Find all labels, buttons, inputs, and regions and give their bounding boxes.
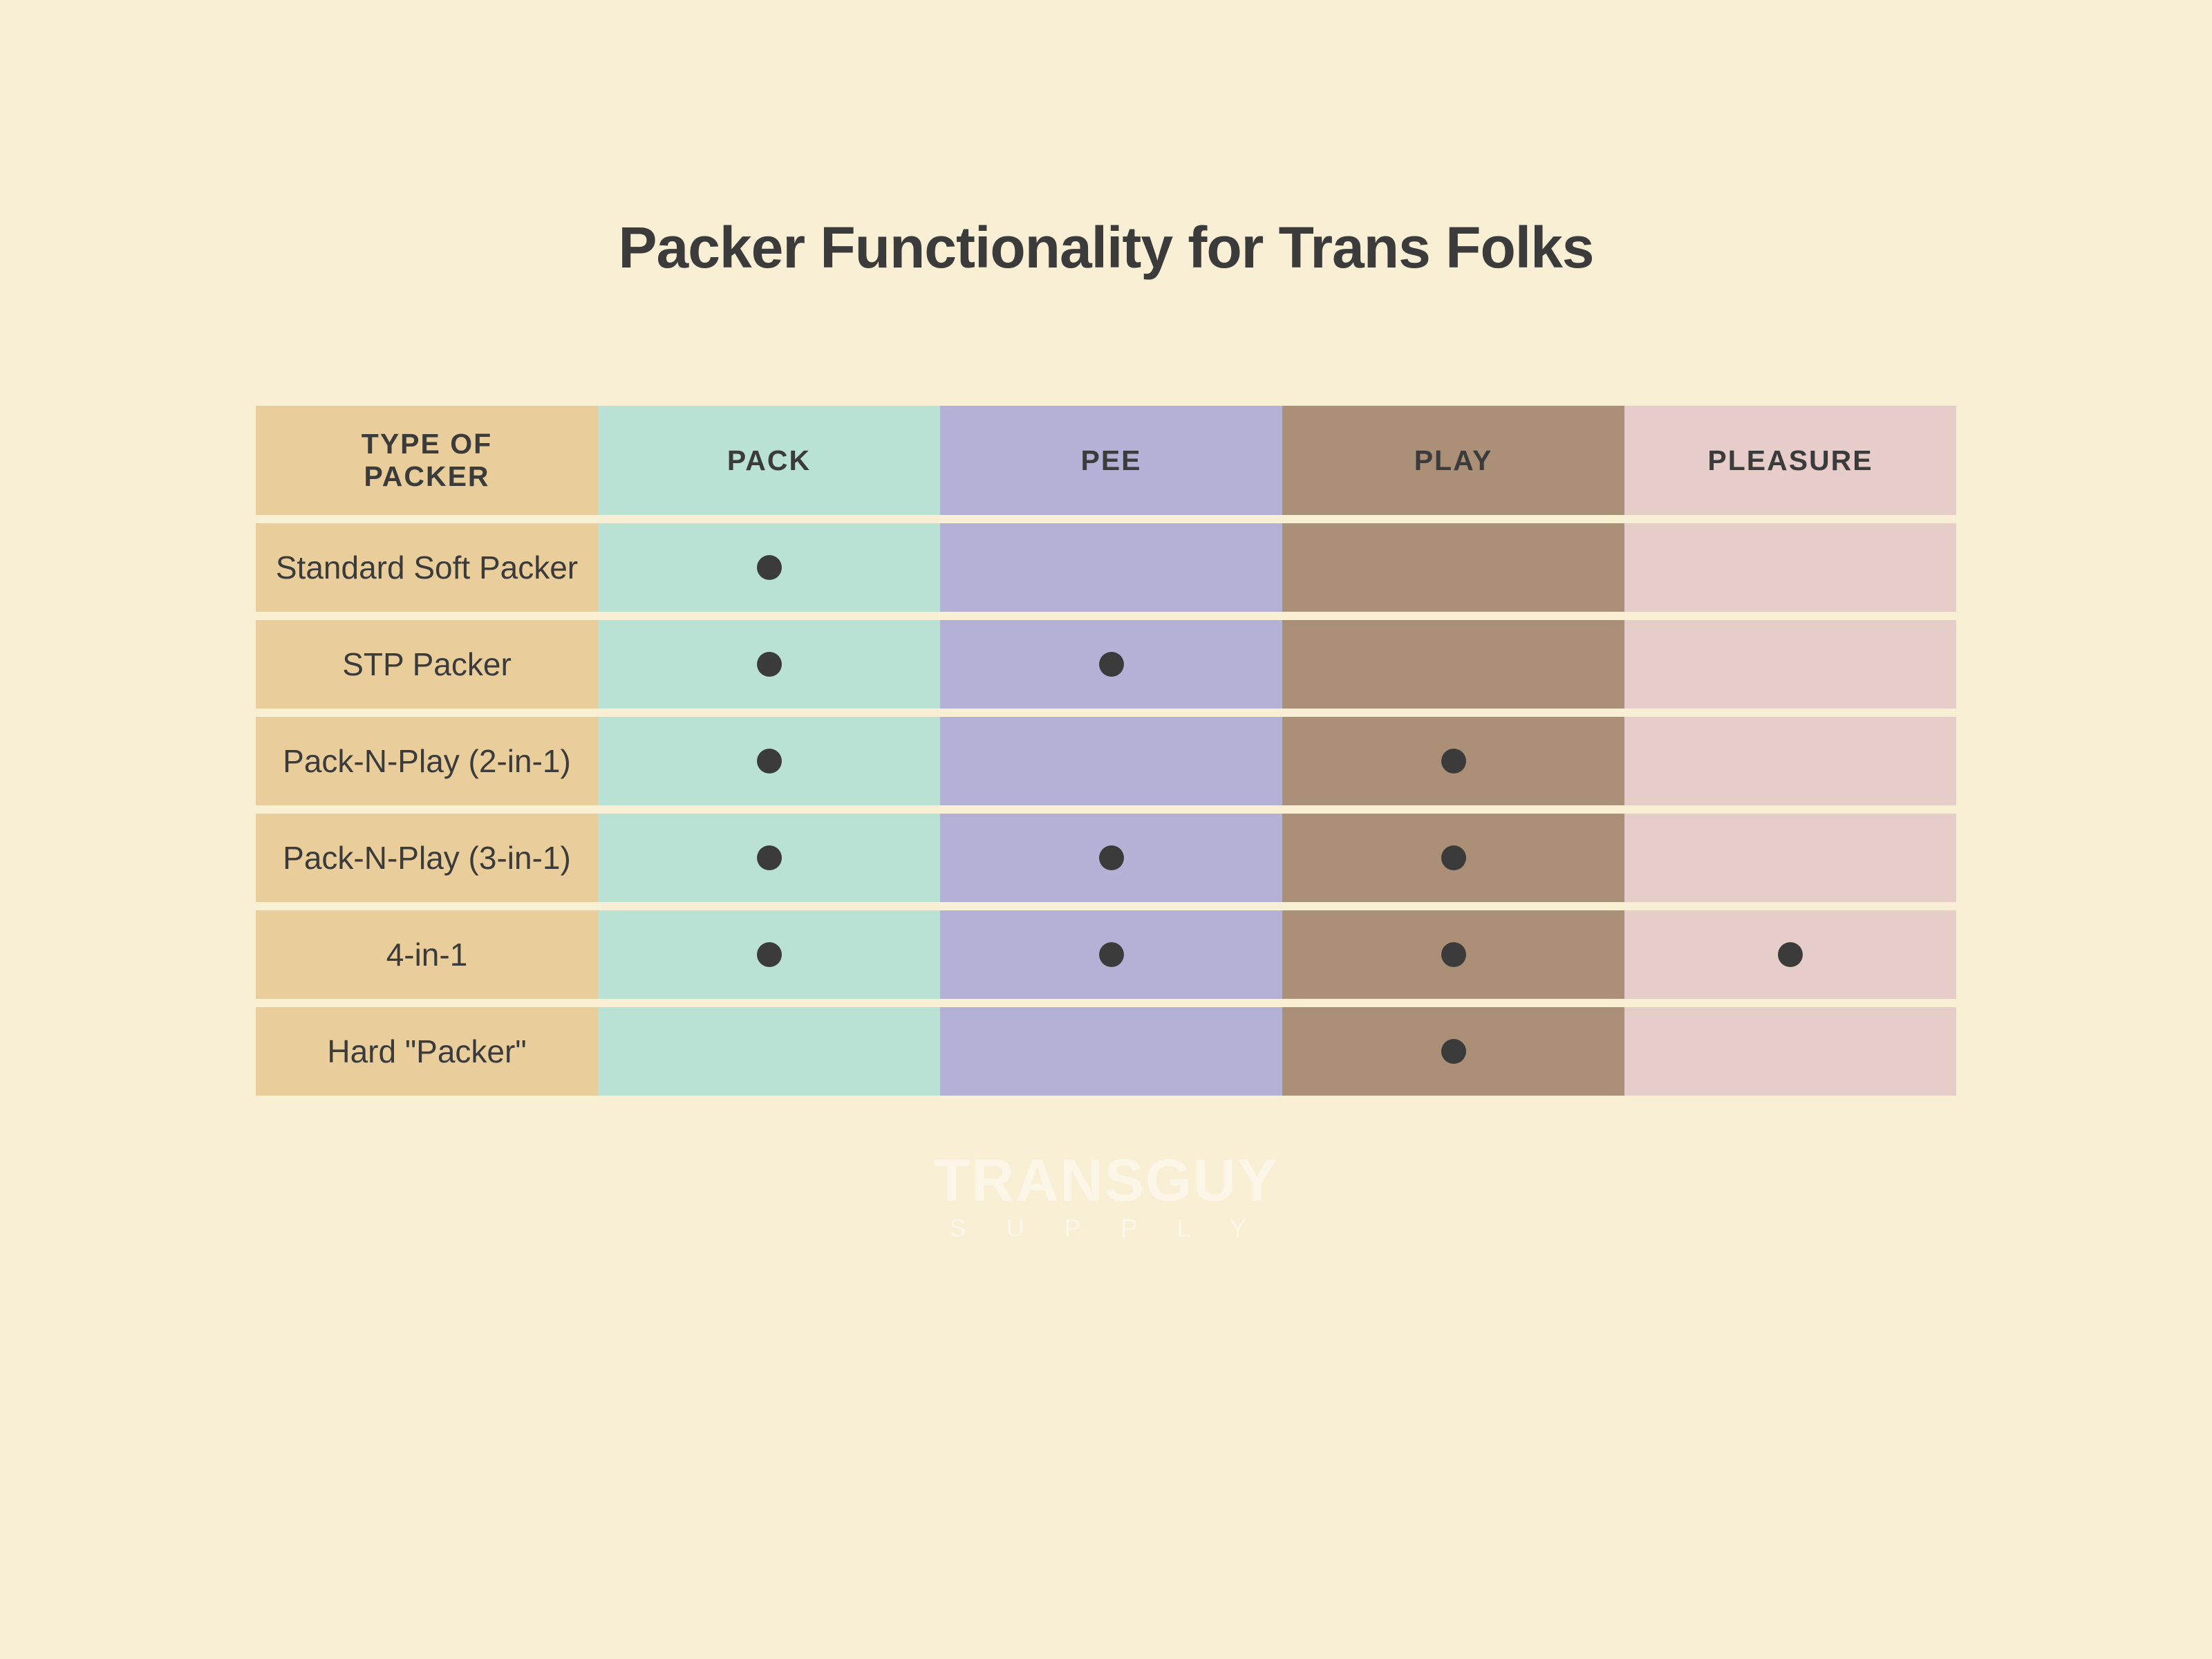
brand-logo-main: TRANSGUY	[934, 1151, 1279, 1210]
cell-pee	[940, 620, 1282, 709]
header-type: TYPE OFPACKER	[256, 406, 598, 515]
cell-pleasure	[1624, 523, 1956, 612]
row-label: Pack-N-Play (3-in-1)	[283, 839, 571, 877]
page-title: Packer Functionality for Trans Folks	[618, 214, 1593, 281]
table-row: Pack-N-Play (2-in-1)	[256, 717, 1956, 805]
infographic-canvas: Packer Functionality for Trans Folks TYP…	[0, 0, 2212, 1659]
row-label: Standard Soft Packer	[276, 549, 578, 586]
table-row: STP Packer	[256, 620, 1956, 709]
cell-pack	[598, 910, 940, 999]
cell-pack	[598, 814, 940, 902]
cell-pee	[940, 1007, 1282, 1096]
cell-play	[1282, 620, 1624, 709]
dot-icon	[757, 555, 782, 580]
cell-pack	[598, 717, 940, 805]
cell-play	[1282, 910, 1624, 999]
dot-icon	[1441, 942, 1466, 967]
table-row: Standard Soft Packer	[256, 523, 1956, 612]
header-play: PLAY	[1282, 406, 1624, 515]
dot-icon	[757, 942, 782, 967]
dot-icon	[1099, 845, 1124, 870]
row-label: STP Packer	[342, 646, 512, 683]
dot-icon	[757, 845, 782, 870]
dot-icon	[1441, 1039, 1466, 1064]
cell-play	[1282, 523, 1624, 612]
functionality-table: TYPE OFPACKER PACK PEE PLAY PLEASURE Sta…	[256, 406, 1956, 1096]
dot-icon	[757, 749, 782, 774]
cell-type: 4-in-1	[256, 910, 598, 999]
dot-icon	[1099, 942, 1124, 967]
cell-pack	[598, 1007, 940, 1096]
cell-pleasure	[1624, 717, 1956, 805]
cell-pack	[598, 620, 940, 709]
cell-pee	[940, 717, 1282, 805]
table-row: Hard "Packer"	[256, 1007, 1956, 1096]
cell-pee	[940, 814, 1282, 902]
dot-icon	[1778, 942, 1803, 967]
cell-pee	[940, 910, 1282, 999]
cell-pleasure	[1624, 620, 1956, 709]
table-header-row: TYPE OFPACKER PACK PEE PLAY PLEASURE	[256, 406, 1956, 515]
cell-type: Hard "Packer"	[256, 1007, 598, 1096]
cell-type: STP Packer	[256, 620, 598, 709]
dot-icon	[1441, 749, 1466, 774]
table-row: Pack-N-Play (3-in-1)	[256, 814, 1956, 902]
header-type-label: TYPE OFPACKER	[362, 428, 492, 493]
dot-icon	[1099, 652, 1124, 677]
row-label: 4-in-1	[386, 936, 468, 973]
header-pack: PACK	[598, 406, 940, 515]
dot-icon	[1441, 845, 1466, 870]
row-label: Hard "Packer"	[327, 1033, 526, 1070]
header-pee: PEE	[940, 406, 1282, 515]
cell-pee	[940, 523, 1282, 612]
table-row: 4-in-1	[256, 910, 1956, 999]
brand-logo: TRANSGUY S U P P L Y	[934, 1151, 1279, 1241]
cell-pleasure	[1624, 814, 1956, 902]
cell-play	[1282, 814, 1624, 902]
row-label: Pack-N-Play (2-in-1)	[283, 742, 571, 780]
brand-logo-sub: S U P P L Y	[934, 1216, 1279, 1241]
cell-pack	[598, 523, 940, 612]
cell-pleasure	[1624, 1007, 1956, 1096]
cell-play	[1282, 717, 1624, 805]
cell-type: Pack-N-Play (3-in-1)	[256, 814, 598, 902]
cell-pleasure	[1624, 910, 1956, 999]
dot-icon	[757, 652, 782, 677]
cell-play	[1282, 1007, 1624, 1096]
header-pleasure: PLEASURE	[1624, 406, 1956, 515]
cell-type: Standard Soft Packer	[256, 523, 598, 612]
cell-type: Pack-N-Play (2-in-1)	[256, 717, 598, 805]
